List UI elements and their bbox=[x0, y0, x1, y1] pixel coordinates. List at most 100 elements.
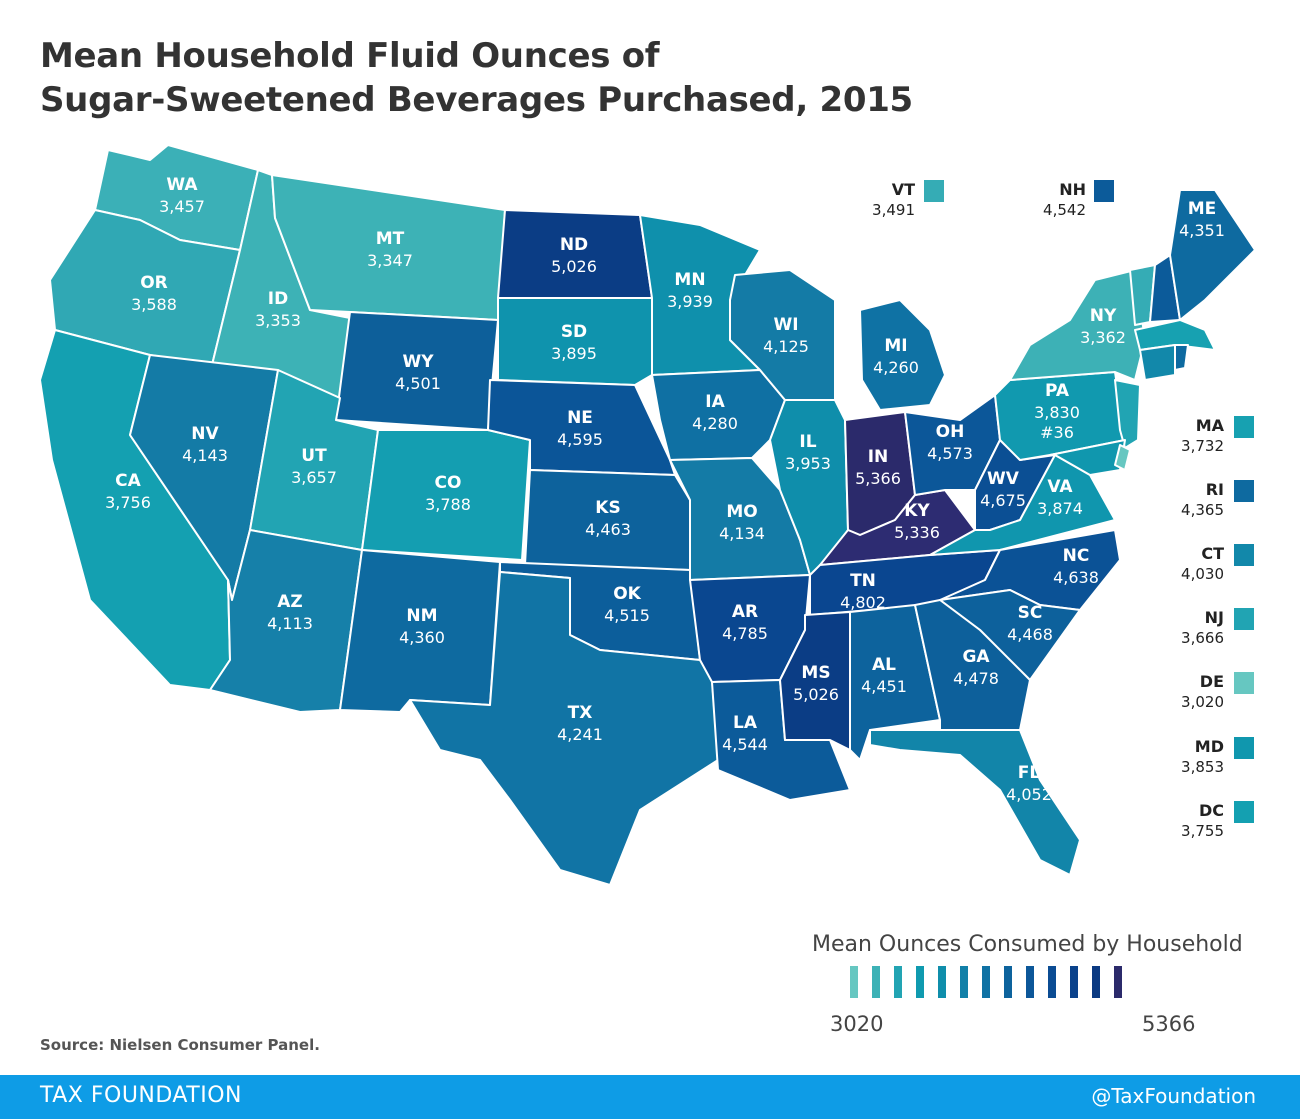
label-abbr-MS: MS bbox=[801, 663, 830, 683]
label-MI: MI 4,260 bbox=[873, 336, 919, 377]
label-value-MO: 4,134 bbox=[719, 524, 765, 543]
label-abbr-NE: NE bbox=[567, 408, 593, 428]
label-abbr-SC: SC bbox=[1018, 603, 1043, 623]
label-value-ME: 4,351 bbox=[1179, 221, 1225, 240]
callout-MD: MD 3,853 bbox=[1134, 737, 1224, 777]
state-SD[interactable] bbox=[497, 297, 653, 386]
label-abbr-MI: MI bbox=[884, 336, 907, 356]
label-value-TN: 4,802 bbox=[840, 593, 886, 612]
state-CT[interactable] bbox=[1139, 344, 1176, 381]
state-FL[interactable] bbox=[869, 729, 1081, 876]
label-abbr-OK: OK bbox=[613, 584, 641, 604]
callout-RI-abbr: RI bbox=[1205, 480, 1224, 499]
label-abbr-UT: UT bbox=[301, 446, 327, 466]
label-value-IL: 3,953 bbox=[785, 454, 831, 473]
swatch-DC bbox=[1234, 801, 1254, 823]
label-KY: KY 5,336 bbox=[894, 501, 940, 542]
state-MD[interactable] bbox=[1049, 439, 1126, 476]
label-value-ND: 5,026 bbox=[551, 257, 597, 276]
label-FL: FL 4,052 bbox=[1006, 763, 1052, 804]
label-value-WA: 3,457 bbox=[159, 197, 205, 216]
label-value-AR: 4,785 bbox=[722, 624, 768, 643]
legend-color-scale bbox=[850, 966, 1122, 998]
label-abbr-MO: MO bbox=[726, 502, 757, 522]
callout-NH-abbr: NH bbox=[1059, 180, 1086, 199]
state-TX[interactable] bbox=[409, 571, 719, 886]
title-line-1: Mean Household Fluid Ounces of bbox=[40, 36, 660, 76]
swatch-MA bbox=[1234, 416, 1254, 438]
label-AL: AL 4,451 bbox=[861, 655, 907, 696]
label-value-VA: 3,874 bbox=[1037, 499, 1083, 518]
state-GA[interactable] bbox=[914, 599, 1031, 731]
label-value-FL: 4,052 bbox=[1006, 785, 1052, 804]
state-RI[interactable] bbox=[1174, 344, 1189, 371]
footer-brand: TAX FOUNDATION bbox=[40, 1083, 242, 1108]
footer-twitter-handle: @TaxFoundation bbox=[1091, 1084, 1256, 1108]
label-abbr-AR: AR bbox=[732, 602, 758, 622]
legend-swatch-7 bbox=[982, 966, 990, 998]
callout-DC: DC 3,755 bbox=[1134, 801, 1224, 841]
label-abbr-IA: IA bbox=[705, 392, 725, 412]
label-IA: IA 4,280 bbox=[692, 392, 738, 433]
callout-NH: NH 4,542 bbox=[996, 180, 1086, 220]
label-ND: ND 5,026 bbox=[551, 235, 597, 276]
legend-swatch-13 bbox=[1114, 966, 1122, 998]
label-abbr-VA: VA bbox=[1047, 477, 1073, 497]
callout-NJ-value: 3,666 bbox=[1181, 629, 1224, 647]
label-rank-PA: #36 bbox=[1040, 423, 1074, 442]
callout-MD-abbr: MD bbox=[1194, 737, 1224, 756]
label-abbr-GA: GA bbox=[962, 647, 990, 667]
label-MN: MN 3,939 bbox=[667, 270, 713, 311]
label-NV: NV 4,143 bbox=[182, 424, 228, 465]
label-abbr-WI: WI bbox=[773, 315, 798, 335]
footer-bar: TAX FOUNDATION @TaxFoundation bbox=[0, 1075, 1300, 1119]
label-KS: KS 4,463 bbox=[585, 498, 631, 539]
label-abbr-AZ: AZ bbox=[277, 592, 302, 612]
state-CO[interactable] bbox=[361, 429, 531, 561]
label-value-AL: 4,451 bbox=[861, 677, 907, 696]
label-abbr-AL: AL bbox=[872, 655, 896, 675]
label-NE: NE 4,595 bbox=[557, 408, 603, 449]
label-abbr-KS: KS bbox=[595, 498, 620, 518]
label-PA: PA 3,830 #36 bbox=[1034, 381, 1080, 442]
swatch-VT bbox=[924, 180, 944, 202]
callout-NH-value: 4,542 bbox=[1043, 201, 1086, 219]
label-value-WV: 4,675 bbox=[980, 491, 1026, 510]
label-WY: WY 4,501 bbox=[395, 352, 441, 393]
label-abbr-ME: ME bbox=[1188, 199, 1217, 219]
label-AZ: AZ 4,113 bbox=[267, 592, 313, 633]
label-abbr-PA: PA bbox=[1045, 381, 1070, 401]
swatch-RI bbox=[1234, 480, 1254, 502]
label-value-MS: 5,026 bbox=[793, 685, 839, 704]
label-value-MN: 3,939 bbox=[667, 292, 713, 311]
title-line-2: Sugar-Sweetened Beverages Purchased, 201… bbox=[40, 80, 913, 120]
state-NY[interactable] bbox=[1009, 269, 1146, 381]
callout-RI: RI 4,365 bbox=[1134, 480, 1224, 520]
label-value-WY: 4,501 bbox=[395, 374, 441, 393]
legend-swatch-11 bbox=[1070, 966, 1078, 998]
label-abbr-NM: NM bbox=[406, 606, 437, 626]
callout-MD-value: 3,853 bbox=[1181, 758, 1224, 776]
label-OR: OR 3,588 bbox=[131, 273, 177, 314]
label-value-SC: 4,468 bbox=[1007, 625, 1053, 644]
legend-swatch-6 bbox=[960, 966, 968, 998]
label-abbr-TX: TX bbox=[568, 703, 593, 723]
source-note: Source: Nielsen Consumer Panel. bbox=[40, 1036, 320, 1054]
legend-swatch-12 bbox=[1092, 966, 1100, 998]
label-value-LA: 4,544 bbox=[722, 735, 768, 754]
label-MO: MO 4,134 bbox=[719, 502, 765, 543]
label-abbr-IL: IL bbox=[799, 432, 816, 452]
swatch-CT bbox=[1234, 544, 1254, 566]
state-NJ[interactable] bbox=[1114, 379, 1141, 449]
callout-DE-value: 3,020 bbox=[1181, 693, 1224, 711]
legend-swatch-3 bbox=[894, 966, 902, 998]
legend-max-label: 5366 bbox=[1142, 1012, 1196, 1036]
state-DE[interactable] bbox=[1114, 444, 1131, 471]
label-abbr-MT: MT bbox=[376, 229, 405, 249]
label-value-ID: 3,353 bbox=[255, 311, 301, 330]
callout-CT-value: 4,030 bbox=[1181, 565, 1224, 583]
label-NY: NY 3,362 bbox=[1080, 306, 1126, 347]
label-abbr-TN: TN bbox=[850, 571, 876, 591]
label-abbr-NC: NC bbox=[1063, 546, 1090, 566]
state-MI[interactable] bbox=[859, 299, 946, 411]
